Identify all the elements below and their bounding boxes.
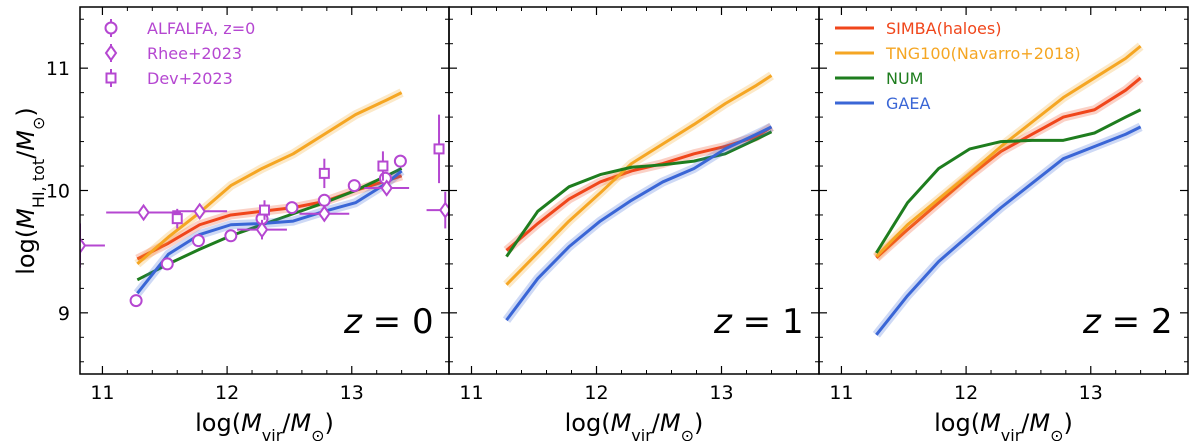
legend-label: GAEA (886, 94, 930, 113)
y-tick-label: 9 (58, 303, 70, 325)
legend-diamond-marker (104, 44, 118, 62)
x-tick-label: 12 (584, 382, 608, 404)
alfalfa-point (347, 179, 361, 193)
series-line-tng100 (505, 74, 773, 286)
panel-2: 11 12 13 z = 1 log(Mvir/M⊙) (448, 6, 820, 441)
legend-observations: ALFALFA, z=0 Rhee+2023 Dev+2023 (104, 19, 255, 88)
x-tick-label: 12 (954, 382, 978, 404)
x-axis-label: log(Mvir/M⊙) (565, 409, 704, 441)
legend-circle-marker (104, 21, 118, 35)
x-axis-label: log(Mvir/M⊙) (934, 409, 1073, 441)
series-line-num (136, 167, 403, 282)
alfalfa-point (393, 154, 407, 168)
x-tick-label: 13 (709, 382, 733, 404)
series-group (502, 71, 774, 323)
y-tick-label: 10 (46, 181, 70, 203)
panel-label: z = 0 (343, 302, 434, 342)
y-axis-label: log(MHI, tot/M⊙) (12, 107, 48, 275)
series-line-gaea (505, 125, 773, 322)
series-line-tng100 (875, 44, 1142, 258)
legend-square-marker (105, 72, 117, 84)
series-group (872, 42, 1144, 338)
rhee-point (137, 203, 150, 222)
alfalfa-point (285, 201, 299, 215)
legend-label: Dev+2023 (147, 69, 233, 88)
x-tick-label: 11 (459, 382, 483, 404)
dev-point (433, 143, 445, 155)
panels: 11 12 13 9 10 11 z = 0 log(Mvir/M⊙) 11 12 13 z = 1 l… (46, 6, 1189, 441)
series-line-num (505, 130, 773, 258)
legend-label: NUM (886, 69, 923, 88)
series-line-gaea (875, 125, 1142, 336)
panel-label: z = 1 (713, 302, 804, 342)
rhee-point (193, 202, 206, 221)
dev-point (171, 213, 183, 225)
series-line-tng100 (136, 91, 403, 266)
legend-label: SIMBA(haloes) (886, 19, 1001, 38)
series-band-tng100 (503, 71, 774, 288)
panel-frame (818, 6, 1189, 375)
rhee-point (80, 236, 87, 255)
x-axis-label: log(Mvir/M⊙) (195, 409, 334, 441)
alfalfa-point (317, 193, 331, 207)
rhee-point (255, 220, 269, 239)
alfalfa-point (224, 229, 238, 243)
panel-1: 11 12 13 9 10 11 z = 0 log(Mvir/M⊙) (46, 6, 450, 441)
ticks: 11 12 13 9 10 11 (46, 7, 449, 404)
legend-label: Rhee+2023 (147, 44, 242, 63)
alfalfa-point (191, 234, 205, 248)
x-tick-label: 13 (1079, 382, 1103, 404)
series-line-simba (875, 76, 1142, 259)
dev-point (318, 167, 330, 179)
ticks: 11 12 13 (449, 7, 819, 404)
x-tick-label: 11 (90, 382, 114, 404)
legend-models: SIMBA(haloes) TNG100(Navarro+2018) NUM GAEA (835, 19, 1081, 113)
dev-point (377, 160, 389, 172)
y-tick-label: 11 (46, 58, 70, 80)
rhee-point (318, 205, 331, 223)
series-line-simba (136, 174, 403, 261)
ticks: 11 12 13 (819, 7, 1188, 404)
legend-label: TNG100(Navarro+2018) (885, 44, 1081, 63)
series-line-gaea (136, 169, 403, 295)
dev-point (259, 204, 270, 216)
legend-label: ALFALFA, z=0 (147, 19, 255, 38)
alfalfa-point (129, 294, 143, 308)
series-line-num (875, 108, 1142, 254)
x-tick-label: 12 (215, 382, 239, 404)
panel-label: z = 2 (1082, 302, 1173, 342)
x-tick-label: 11 (829, 382, 853, 404)
x-tick-label: 13 (340, 382, 364, 404)
observations (80, 114, 449, 308)
panel-3: 11 12 13 z = 2 log(Mvir/M⊙) (818, 6, 1189, 441)
rhee-point (380, 179, 393, 197)
alfalfa-point (160, 257, 174, 271)
series-group (133, 88, 405, 297)
